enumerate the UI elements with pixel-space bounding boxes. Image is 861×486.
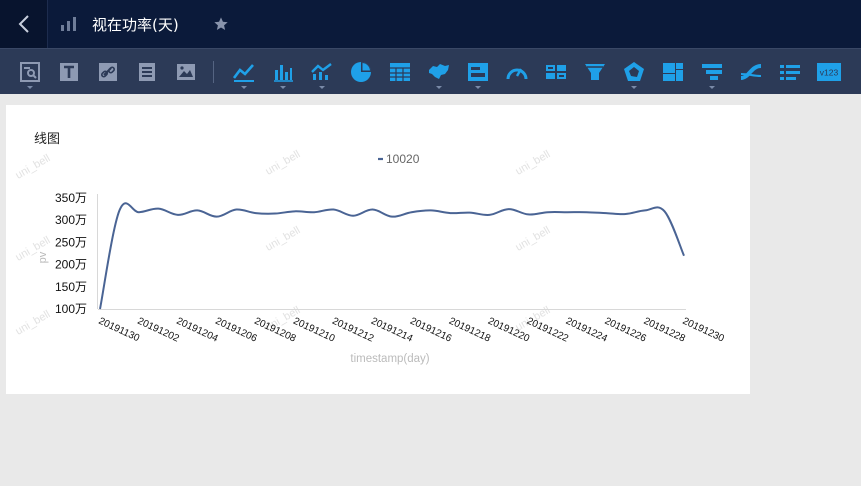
tool-link[interactable] xyxy=(88,49,127,95)
toolbar-divider xyxy=(213,60,214,83)
y-tick-label: 350万 xyxy=(55,191,87,205)
search-table-icon xyxy=(19,61,40,82)
number-icon: v123 xyxy=(816,62,841,81)
tool-image[interactable] xyxy=(166,49,205,95)
x-tick-label: 20191130 xyxy=(97,316,142,345)
list-icon xyxy=(779,64,800,80)
component-toolbar: v123 xyxy=(0,48,861,94)
tool-sankey[interactable] xyxy=(731,49,770,95)
x-tick-label: 20191206 xyxy=(214,316,259,345)
top-bar: 视在功率(天) xyxy=(0,0,861,48)
bar-signal-icon xyxy=(61,17,76,31)
series-line-10020 xyxy=(99,202,685,310)
x-tick-label: 20191204 xyxy=(175,316,220,345)
tool-list[interactable] xyxy=(770,49,809,95)
treemap-icon xyxy=(662,62,683,81)
x-tick-label: 20191216 xyxy=(408,316,453,345)
x-tick-label: 20191224 xyxy=(564,316,609,345)
star-icon xyxy=(214,17,228,30)
y-tick-label: 200万 xyxy=(55,258,87,272)
table-icon xyxy=(389,62,410,81)
x-tick-label: 20191228 xyxy=(642,316,687,345)
combo-chart-icon xyxy=(310,62,332,80)
x-tick-label: 20191218 xyxy=(447,316,492,345)
tool-map[interactable] xyxy=(419,49,458,95)
radar-icon xyxy=(623,61,644,81)
card-title: 线图 xyxy=(34,132,61,147)
tool-combo-chart[interactable] xyxy=(302,49,341,95)
image-icon xyxy=(176,63,195,80)
legend-label: 10020 xyxy=(386,152,420,166)
gauge-icon xyxy=(506,67,527,79)
x-tick-label: 20191208 xyxy=(252,316,297,345)
tool-gantt[interactable] xyxy=(692,49,731,95)
tool-document[interactable] xyxy=(127,49,166,95)
link-icon xyxy=(98,62,117,81)
back-button[interactable] xyxy=(0,0,48,48)
favorite-button[interactable] xyxy=(213,16,229,32)
text-icon xyxy=(59,62,78,81)
y-tick-label: 150万 xyxy=(55,280,87,294)
tool-bar-chart[interactable] xyxy=(263,49,302,95)
tool-number[interactable]: v123 xyxy=(809,49,848,95)
tool-treemap[interactable] xyxy=(653,49,692,95)
line-chart[interactable]: 100万150万200万250万300万350万pv20191130201912… xyxy=(6,105,750,394)
x-tick-label: 20191214 xyxy=(369,316,414,345)
document-icon xyxy=(138,62,155,81)
map-icon xyxy=(428,63,449,79)
pie-chart-icon xyxy=(350,61,371,82)
x-tick-label: 20191210 xyxy=(291,316,336,345)
tool-text[interactable] xyxy=(49,49,88,95)
cross-table-icon xyxy=(545,64,566,79)
tool-gauge[interactable] xyxy=(497,49,536,95)
line-chart-card[interactable]: 线图 uni_bell uni_bell uni_bell uni_bell u… xyxy=(6,105,750,394)
y-tick-label: 100万 xyxy=(55,302,87,316)
kpi-icon xyxy=(467,62,488,81)
page-title: 视在功率(天) xyxy=(92,15,179,34)
x-tick-label: 20191226 xyxy=(603,316,648,345)
tool-table[interactable] xyxy=(380,49,419,95)
y-tick-label: 250万 xyxy=(55,235,87,249)
number-icon-label: v123 xyxy=(819,67,838,77)
gantt-icon xyxy=(701,63,722,80)
x-axis-label: timestamp(day) xyxy=(350,353,429,365)
tool-kpi[interactable] xyxy=(458,49,497,95)
sankey-icon xyxy=(740,63,761,80)
funnel-icon xyxy=(584,63,605,80)
y-axis-label: pv xyxy=(37,251,49,263)
tool-pie-chart[interactable] xyxy=(341,49,380,95)
line-chart-icon xyxy=(232,63,254,82)
tool-search-table[interactable] xyxy=(10,49,49,95)
bar-chart-icon xyxy=(273,64,293,82)
x-tick-label: 20191230 xyxy=(681,316,726,345)
y-tick-label: 300万 xyxy=(55,213,87,227)
tool-funnel[interactable] xyxy=(575,49,614,95)
back-icon xyxy=(18,15,29,33)
tool-cross-table[interactable] xyxy=(536,49,575,95)
tool-line-chart[interactable] xyxy=(224,49,263,95)
x-tick-label: 20191222 xyxy=(525,316,570,345)
x-tick-label: 20191202 xyxy=(136,316,181,345)
x-tick-label: 20191212 xyxy=(330,316,375,345)
tool-radar[interactable] xyxy=(614,49,653,95)
x-tick-label: 20191220 xyxy=(486,316,531,345)
